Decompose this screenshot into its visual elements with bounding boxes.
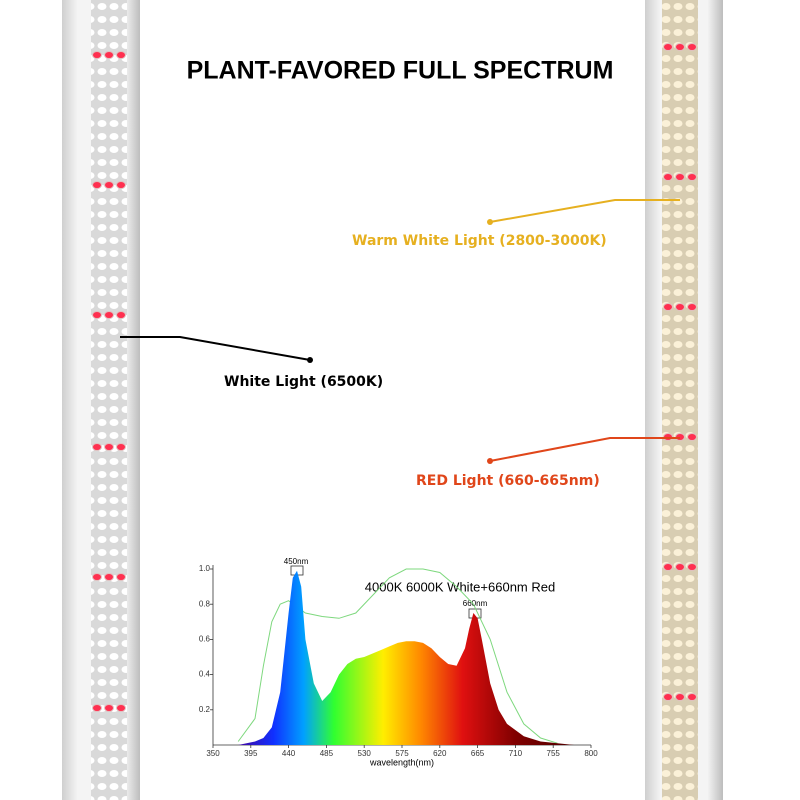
callout-label: RED Light (660-665nm) — [416, 473, 600, 489]
red-led — [675, 563, 685, 571]
red-led — [116, 311, 126, 319]
spectrum-area — [238, 570, 575, 745]
x-tick-label: 710 — [509, 749, 523, 758]
x-tick-label: 350 — [206, 749, 220, 758]
led-strips — [62, 0, 723, 800]
callout-line — [489, 199, 680, 223]
x-tick-label: 620 — [433, 749, 447, 758]
x-tick-label: 575 — [395, 749, 409, 758]
y-tick-label: 0.2 — [199, 705, 211, 714]
red-led — [663, 43, 673, 51]
callout-label: Warm White Light (2800-3000K) — [352, 233, 607, 249]
red-led — [687, 43, 697, 51]
red-led — [687, 303, 697, 311]
x-tick-label: 755 — [547, 749, 561, 758]
spectrum-chart: 4000K 6000K White+660nm Red wavelength(n… — [199, 557, 598, 767]
red-led — [104, 311, 114, 319]
red-led — [687, 173, 697, 181]
red-led — [116, 51, 126, 59]
red-led — [663, 563, 673, 571]
left-leds — [91, 0, 127, 800]
red-led — [116, 704, 126, 712]
y-tick-label: 1.0 — [199, 564, 211, 573]
callout-label: White Light (6500K) — [224, 374, 383, 390]
red-led — [104, 51, 114, 59]
reference-curve — [237, 568, 558, 744]
red-led — [116, 443, 126, 451]
callout-dot — [307, 357, 313, 363]
chart-subtitle: 4000K 6000K White+660nm Red — [365, 579, 555, 594]
red-led — [687, 693, 697, 701]
y-tick-label: 0.4 — [199, 670, 211, 679]
red-led — [104, 573, 114, 581]
red-led — [92, 181, 102, 189]
red-led — [675, 303, 685, 311]
red-led — [116, 573, 126, 581]
red-led — [92, 51, 102, 59]
x-tick-label: 485 — [320, 749, 334, 758]
callout-dot — [487, 219, 493, 225]
red-led — [675, 43, 685, 51]
red-led — [663, 303, 673, 311]
x-tick-label: 530 — [358, 749, 372, 758]
x-tick-label: 440 — [282, 749, 296, 758]
x-axis-label: wavelength(nm) — [369, 757, 434, 767]
callout-line — [489, 437, 680, 462]
title: PLANT-FAVORED FULL SPECTRUM — [187, 57, 614, 85]
red-led — [687, 433, 697, 441]
callout-line — [120, 336, 311, 361]
red-led — [104, 181, 114, 189]
red-led — [92, 443, 102, 451]
red-led — [92, 311, 102, 319]
x-tick-label: 800 — [584, 749, 598, 758]
callout-dot — [487, 458, 493, 464]
red-led — [675, 693, 685, 701]
red-led — [104, 443, 114, 451]
y-tick-label: 0.6 — [199, 635, 211, 644]
y-tick-label: 0.8 — [199, 599, 211, 608]
x-tick-label: 665 — [471, 749, 485, 758]
red-led — [92, 573, 102, 581]
red-led — [663, 693, 673, 701]
right-leds — [662, 0, 698, 800]
red-led — [687, 563, 697, 571]
annotation: 660nm — [463, 599, 488, 608]
red-led — [104, 704, 114, 712]
annotation: 450nm — [284, 557, 309, 566]
red-led — [116, 181, 126, 189]
red-led — [675, 173, 685, 181]
red-led — [663, 173, 673, 181]
red-led — [92, 704, 102, 712]
x-tick-label: 395 — [244, 749, 258, 758]
